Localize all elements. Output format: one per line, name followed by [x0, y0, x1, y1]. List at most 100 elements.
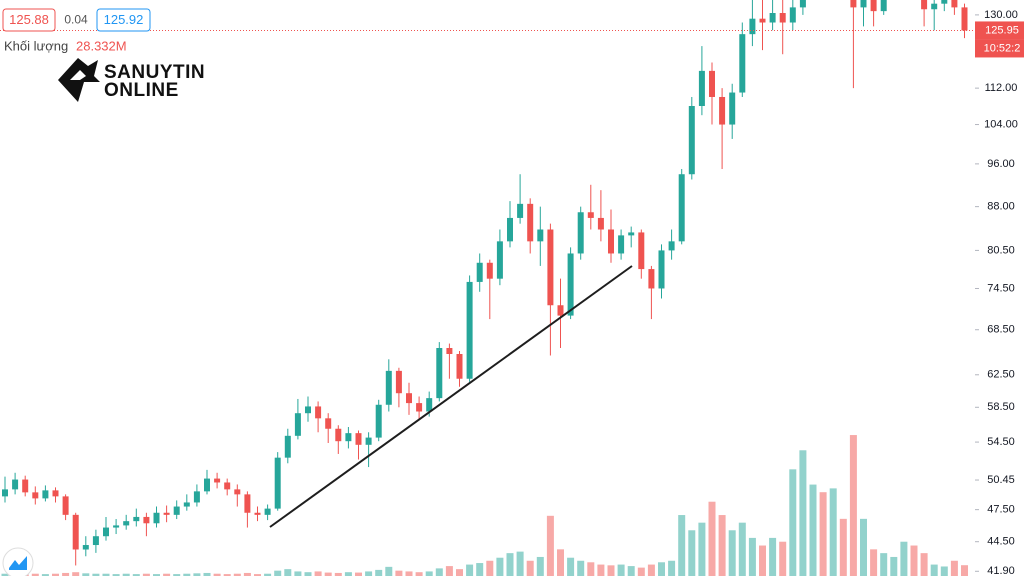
volume-bar: [577, 560, 585, 576]
candle-body: [608, 229, 614, 254]
volume-bar: [617, 564, 625, 576]
volume-bar: [82, 573, 90, 576]
volume-bar: [496, 557, 504, 576]
volume-bar: [223, 574, 231, 576]
candle-body: [12, 479, 19, 490]
time-label: 10:52:2: [984, 42, 1021, 54]
candle-layer: [2, 0, 968, 566]
candle-body: [72, 514, 79, 550]
volume-bar: [819, 492, 827, 576]
badge: [2, 547, 34, 576]
y-tick-label: 80.50: [987, 244, 1015, 256]
volume-bar: [163, 573, 171, 576]
volume-bar: [738, 522, 746, 576]
volume-bar: [880, 553, 888, 576]
volume-bar: [607, 565, 615, 576]
volume-bar: [900, 541, 908, 576]
candle-body: [921, 0, 928, 10]
logo: SANUYTIN ONLINE: [58, 58, 205, 102]
candle-body: [375, 404, 382, 438]
volume-bar: [41, 574, 49, 576]
volume-bar: [355, 572, 362, 576]
volume-bar: [254, 574, 261, 576]
volume-bar: [658, 562, 665, 576]
volume-bar: [52, 573, 59, 576]
candle-body: [163, 512, 170, 515]
candle-body: [547, 229, 554, 306]
header-box: [96, 8, 151, 32]
volume-bar: [435, 568, 443, 576]
candle-body: [204, 478, 210, 492]
volume-bar: [132, 574, 140, 576]
candle-body: [22, 479, 29, 493]
volume-bar: [940, 566, 948, 576]
volume-bar: [910, 545, 918, 576]
volume-bar: [536, 556, 544, 576]
y-tick-label: 68.50: [987, 324, 1015, 336]
volume-bar: [213, 573, 221, 576]
volume-bar: [678, 515, 686, 576]
candle-body: [325, 418, 332, 429]
candle-body: [32, 492, 39, 499]
candle-body: [234, 489, 241, 495]
header-box: [2, 8, 56, 32]
candle-body: [719, 96, 726, 125]
y-tick-label: 41.90: [987, 565, 1015, 576]
y-tick-label: 112.00: [985, 82, 1018, 94]
volume-bar: [72, 572, 80, 576]
candle-body: [587, 212, 594, 218]
y-tick-label: 47.50: [987, 504, 1015, 516]
volume-title: Khối lượng: [4, 38, 68, 53]
volume-bar: [344, 572, 352, 576]
candle-body: [92, 536, 99, 546]
volume-bar: [243, 572, 251, 576]
volume-bar: [789, 469, 797, 576]
volume-bar: [193, 573, 201, 576]
volume-bar: [829, 488, 837, 576]
volume-bar: [264, 573, 272, 576]
candle-body: [628, 232, 635, 236]
candle-body: [345, 433, 352, 442]
candle-body: [668, 241, 675, 251]
volume-bar: [456, 569, 463, 576]
trend-line: [269, 265, 633, 528]
volume-bar: [870, 549, 878, 576]
candle-body: [274, 457, 281, 509]
volume-bar: [173, 574, 181, 576]
candle-body: [224, 482, 231, 490]
volume-bar: [112, 574, 120, 576]
volume-bar: [961, 565, 968, 576]
candle-body: [52, 490, 59, 497]
volume-bar: [486, 560, 494, 576]
time-tag: [975, 39, 1024, 58]
candle-body: [113, 525, 120, 528]
candle-body: [335, 428, 342, 442]
candle-body: [941, 0, 948, 4]
candle-body: [931, 3, 938, 10]
candle-body: [597, 217, 604, 230]
volume-bar: [466, 564, 474, 576]
volume-bar: [567, 557, 575, 576]
y-tick-label: 88.00: [987, 201, 1015, 213]
candle-body: [193, 491, 200, 503]
candle-body: [2, 489, 8, 497]
volume-bar: [728, 530, 736, 576]
candle-body: [82, 545, 89, 550]
volume-bar: [183, 573, 191, 576]
volume-bar: [294, 571, 302, 576]
volume-bar: [839, 518, 847, 576]
candle-body: [42, 490, 49, 499]
candle-body: [577, 212, 584, 254]
candle-body: [729, 92, 736, 125]
candle-body: [466, 281, 473, 379]
volume-bar: [1, 573, 9, 576]
candle-body: [496, 241, 503, 279]
volume-bar: [304, 572, 312, 576]
volume-bar: [476, 563, 484, 576]
volume-bar: [668, 560, 676, 576]
volume-bar: [799, 450, 807, 576]
volume-bar: [930, 564, 938, 576]
candle-body: [678, 174, 685, 242]
candle-body: [870, 0, 877, 12]
